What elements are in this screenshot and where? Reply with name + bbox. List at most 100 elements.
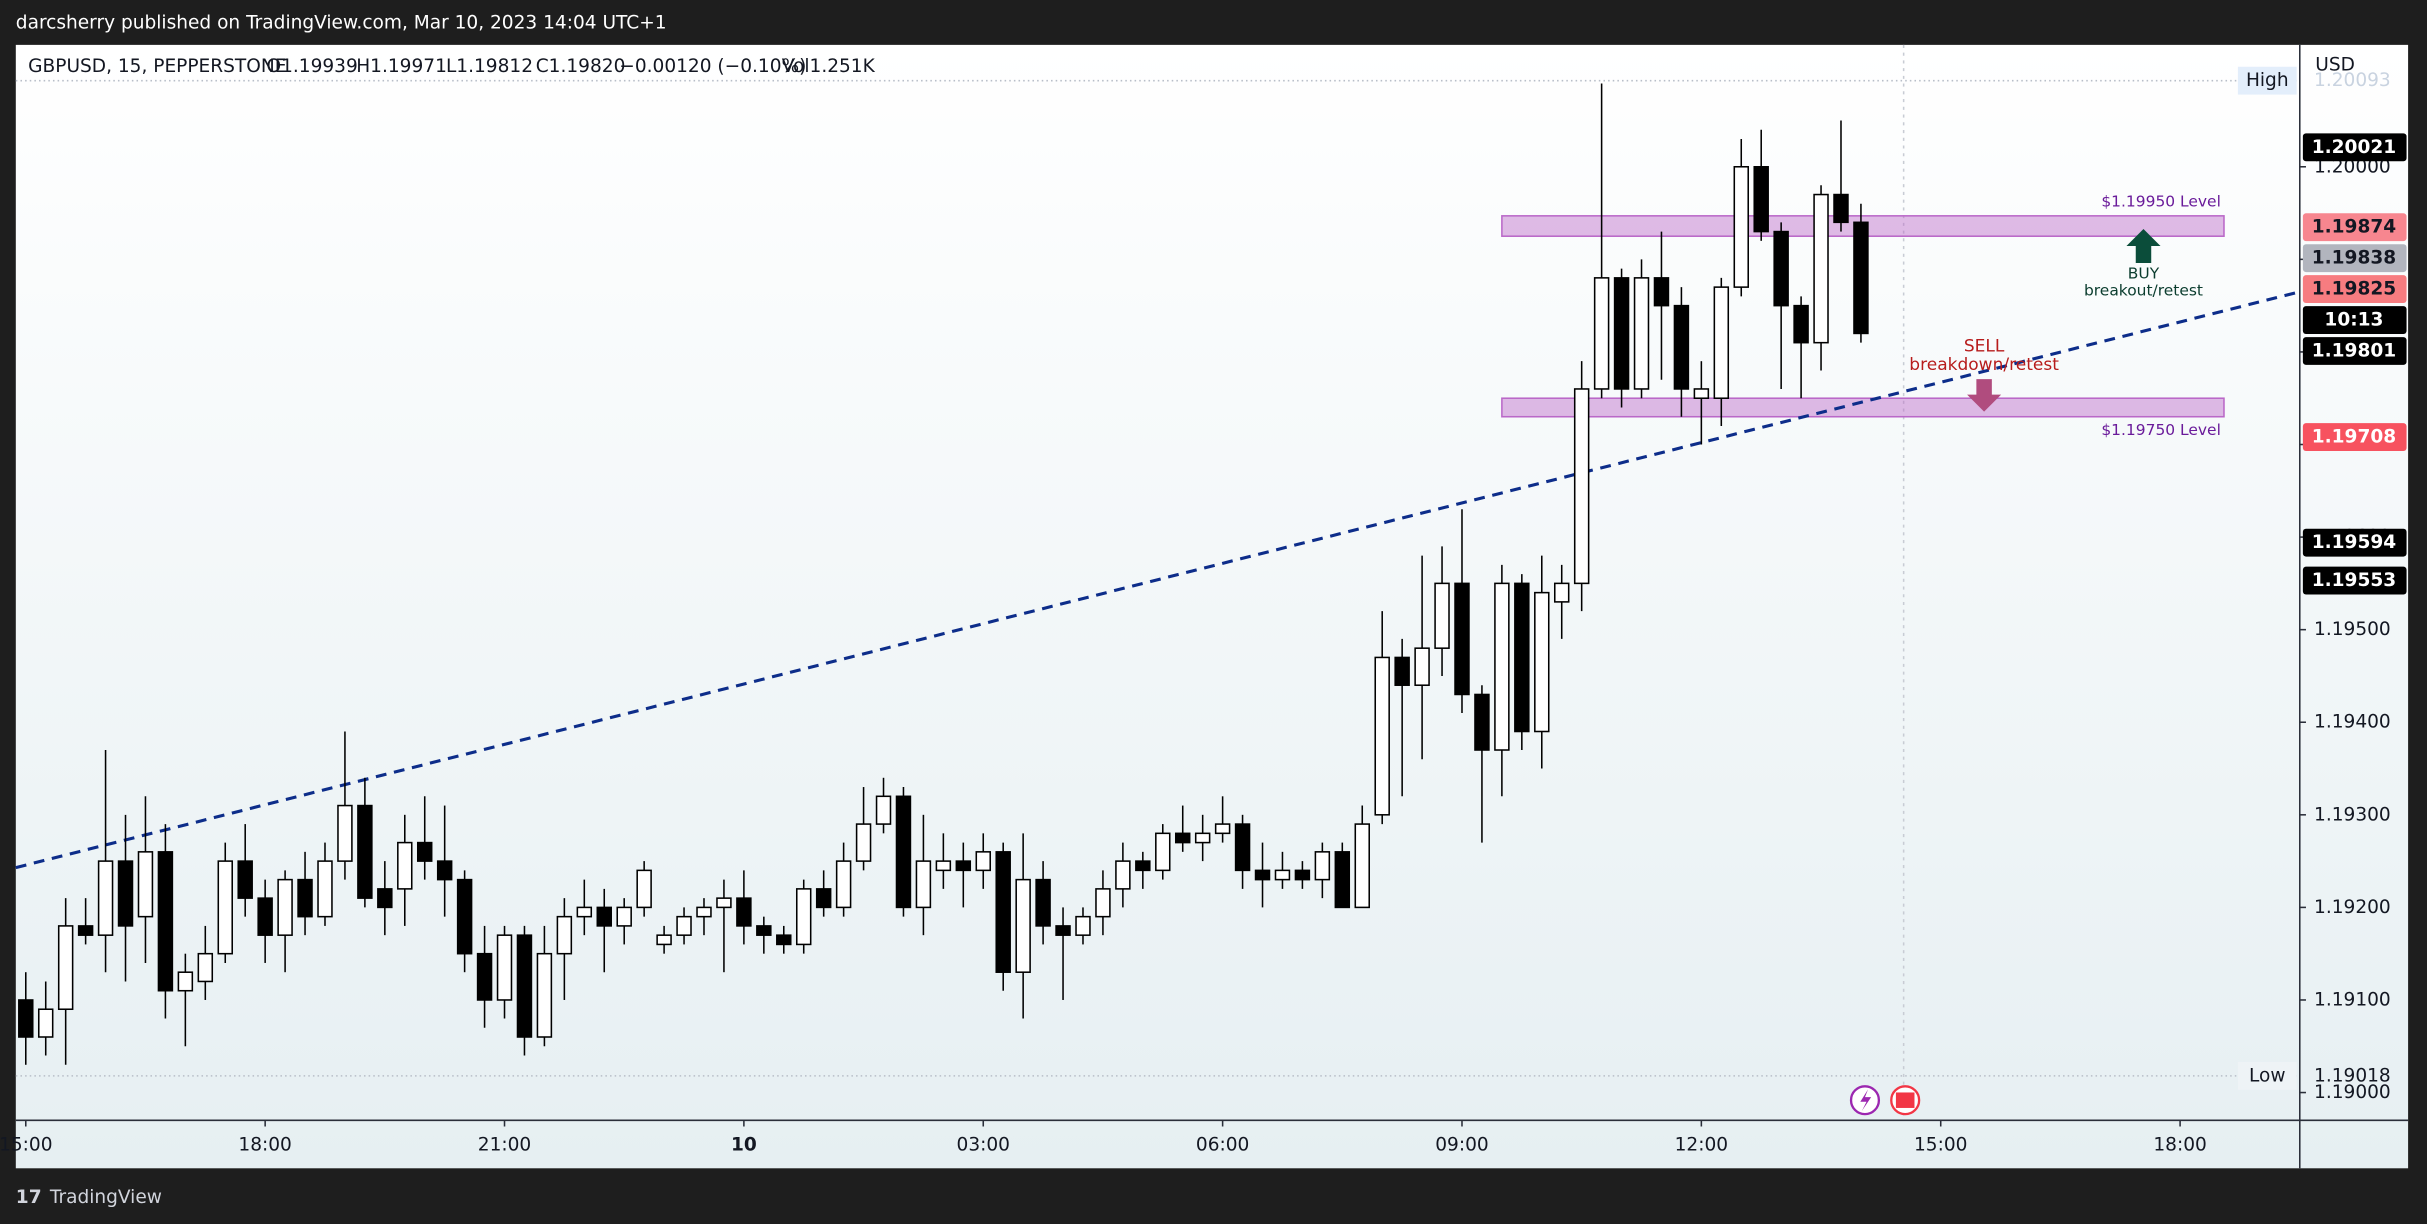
candle-body <box>576 906 593 918</box>
x-tick-label: 21:00 <box>478 1135 531 1156</box>
y-tick-label: 1.19400 <box>2314 712 2391 733</box>
legend-item: C1.19820 <box>536 56 626 77</box>
candle-body <box>1573 388 1590 585</box>
brand-logo: 17 <box>16 1187 42 1208</box>
zone <box>1501 397 2225 418</box>
sell-text: breakdown/retest <box>1909 355 2059 375</box>
symbol: GBPUSD, 15, PEPPERSTONE <box>28 56 286 77</box>
price-tag <box>2302 566 2407 595</box>
zone-label: $1.19950 Level <box>2101 192 2221 210</box>
buy-text: BUY <box>2128 264 2160 282</box>
price-tag <box>2302 337 2407 365</box>
candle-body <box>1434 582 1450 649</box>
candle-body <box>516 934 533 1038</box>
x-tick-label: 03:00 <box>957 1135 1010 1156</box>
candle-body <box>137 851 154 918</box>
candle-body <box>1314 851 1331 881</box>
candle-body <box>1713 286 1730 399</box>
x-tick-label: 15:00 <box>0 1135 53 1156</box>
candle-body <box>1773 230 1789 307</box>
candle-body <box>1613 277 1630 390</box>
candle-body <box>1494 582 1510 751</box>
price-tag <box>2302 213 2407 242</box>
price-tag <box>2302 244 2407 273</box>
candle-body <box>1194 832 1211 844</box>
event-icon-bolt <box>1860 1089 1872 1112</box>
candle-body <box>975 851 991 872</box>
candle-body <box>1833 193 1849 224</box>
candle-body <box>1334 851 1351 909</box>
y-tick-label: 1.19000 <box>2314 1082 2391 1103</box>
candle-body <box>1733 165 1749 288</box>
candle-body <box>416 841 433 862</box>
extreme-label: Low <box>2249 1065 2286 1086</box>
price-tag-label: 1.19553 <box>2312 570 2396 591</box>
candle-body <box>1174 832 1191 844</box>
x-tick-label: 18:00 <box>238 1135 291 1156</box>
candle-body <box>157 851 174 992</box>
candle-body <box>117 860 134 927</box>
candle-body <box>1553 582 1570 603</box>
x-tick-label: 18:00 <box>2153 1135 2206 1156</box>
candle-body <box>57 925 74 1011</box>
event-icons <box>1849 1085 1921 1116</box>
candle-body <box>556 915 573 955</box>
x-tick-label: 15:00 <box>1914 1135 1967 1156</box>
candle-body <box>696 906 712 918</box>
extreme-label: High <box>2246 70 2289 91</box>
candle-body <box>1055 925 1071 936</box>
candle-body <box>436 860 453 881</box>
price-tag <box>2302 275 2407 304</box>
candle-body <box>596 906 612 927</box>
candle-body <box>1813 193 1829 344</box>
candle-body <box>616 906 632 927</box>
x-tick-label: 06:00 <box>1196 1135 1249 1156</box>
candle-body <box>1095 888 1111 918</box>
candle-body <box>955 860 972 872</box>
candle-body <box>995 851 1011 973</box>
legend-item: H1.19971 <box>356 56 447 77</box>
candle-body <box>536 952 553 1038</box>
extreme-price: 1.19018 <box>2314 1065 2391 1086</box>
candle-body <box>1454 582 1470 696</box>
legend-item: Vol1.251K <box>782 56 876 77</box>
candle-body <box>177 971 194 992</box>
y-tick-label: 1.19500 <box>2314 619 2391 640</box>
y-tick-label: 1.19200 <box>2314 897 2391 918</box>
price-tag-label: 1.19801 <box>2312 341 2396 362</box>
candle-body <box>1075 915 1091 936</box>
candle-body <box>815 888 832 909</box>
candle-body <box>277 878 293 936</box>
candle-body <box>1534 591 1550 733</box>
legend-item: L1.19812 <box>446 56 533 77</box>
candle-body <box>1274 869 1291 881</box>
candle-body <box>1593 277 1610 390</box>
price-tag <box>2302 306 2407 334</box>
y-tick-label: 1.19300 <box>2314 804 2391 825</box>
x-tick-label: 09:00 <box>1435 1135 1488 1156</box>
event-icon-flag <box>1895 1092 1915 1108</box>
candle-body <box>1653 277 1670 307</box>
candle-body <box>1853 221 1869 335</box>
candle-body <box>875 795 892 825</box>
extreme-label-bg <box>2237 66 2297 95</box>
candle-body <box>676 915 692 936</box>
x-tick-label: 12:00 <box>1675 1135 1728 1156</box>
price-tag-label: 10:13 <box>2324 310 2383 331</box>
candle-body <box>397 841 413 890</box>
price-tag <box>2302 133 2407 162</box>
candle-body <box>217 860 233 955</box>
candle-body <box>935 860 952 872</box>
candle-body <box>1035 878 1051 927</box>
buy-text: breakout/retest <box>2084 281 2203 299</box>
candle-body <box>1155 832 1171 872</box>
candle-body <box>1374 656 1390 816</box>
candle-body <box>895 795 912 909</box>
chart-area <box>15 44 2409 1169</box>
trendline <box>15 290 2301 870</box>
candle-body <box>1135 860 1151 872</box>
zone-label: $1.19750 Level <box>2101 421 2221 439</box>
candle-body <box>357 804 373 899</box>
candle-body <box>1354 823 1370 909</box>
